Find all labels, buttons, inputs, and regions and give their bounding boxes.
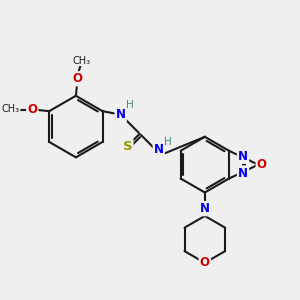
Text: CH₃: CH₃ bbox=[73, 56, 91, 66]
Text: N: N bbox=[238, 150, 248, 163]
Text: CH₃: CH₃ bbox=[2, 104, 20, 114]
Text: H: H bbox=[126, 100, 134, 110]
Text: H: H bbox=[164, 136, 172, 147]
Text: N: N bbox=[154, 143, 164, 156]
Text: S: S bbox=[123, 140, 132, 152]
Text: O: O bbox=[257, 158, 267, 171]
Text: N: N bbox=[116, 108, 126, 121]
Text: O: O bbox=[27, 103, 37, 116]
Text: N: N bbox=[200, 202, 210, 215]
Text: N: N bbox=[238, 167, 248, 180]
Text: O: O bbox=[72, 72, 82, 85]
Text: O: O bbox=[200, 256, 210, 269]
